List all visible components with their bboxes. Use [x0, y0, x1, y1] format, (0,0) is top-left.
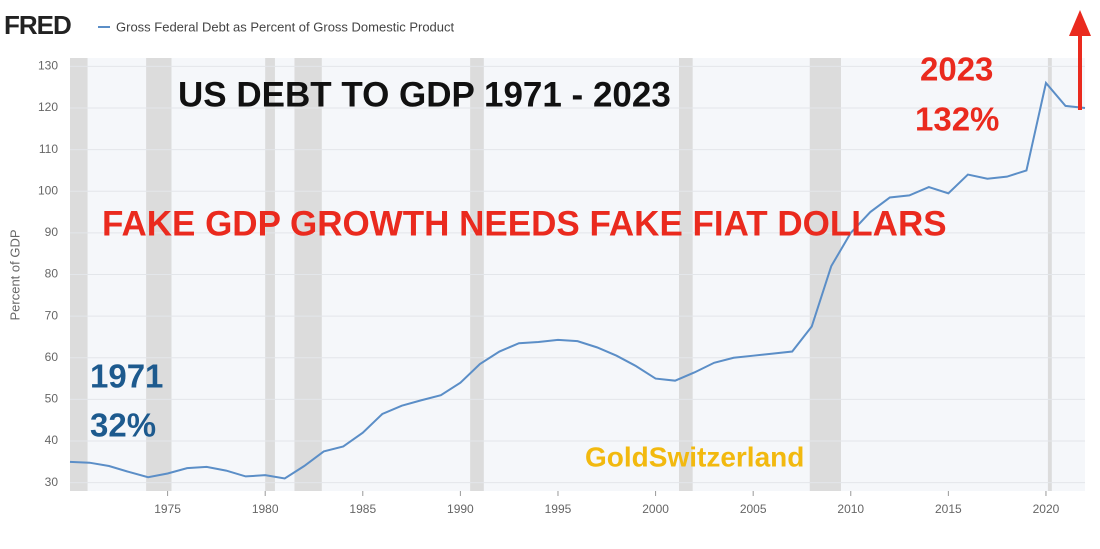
y-tick-label: 30 — [45, 475, 59, 489]
headline: FAKE GDP GROWTH NEEDS FAKE FIAT DOLLARS — [102, 204, 947, 243]
y-axis-label: Percent of GDP — [7, 229, 22, 320]
y-tick-label: 110 — [39, 142, 58, 156]
x-tick-label: 2005 — [740, 502, 767, 516]
y-tick-label: 80 — [45, 267, 59, 281]
x-tick-label: 1990 — [447, 502, 474, 516]
x-tick-label: 1980 — [252, 502, 279, 516]
x-tick-label: 2015 — [935, 502, 962, 516]
source-logo: FRED — [4, 10, 71, 40]
y-tick-label: 90 — [45, 225, 59, 239]
y-tick-label: 60 — [45, 350, 59, 364]
x-tick-label: 2010 — [837, 502, 864, 516]
annotation: 1971 — [90, 358, 163, 395]
x-tick-label: 1975 — [154, 502, 181, 516]
legend-label: Gross Federal Debt as Percent of Gross D… — [116, 19, 455, 34]
x-tick-label: 2020 — [1033, 502, 1060, 516]
y-tick-label: 40 — [45, 433, 59, 447]
x-tick-label: 2000 — [642, 502, 669, 516]
y-tick-label: 120 — [38, 100, 58, 114]
x-tick-label: 1995 — [545, 502, 572, 516]
annotation: 2023 — [920, 51, 993, 88]
y-tick-label: 70 — [45, 308, 59, 322]
y-tick-label: 100 — [38, 183, 58, 197]
watermark: GoldSwitzerland — [585, 441, 804, 472]
y-tick-label: 130 — [38, 58, 58, 72]
annotation: 32% — [90, 407, 156, 444]
annotation: 132% — [915, 101, 999, 138]
chart-title: US DEBT TO GDP 1971 - 2023 — [178, 75, 671, 114]
x-tick-label: 1985 — [349, 502, 376, 516]
data-line — [69, 80, 1086, 480]
arrow — [1069, 10, 1091, 110]
y-tick-label: 50 — [45, 392, 59, 406]
